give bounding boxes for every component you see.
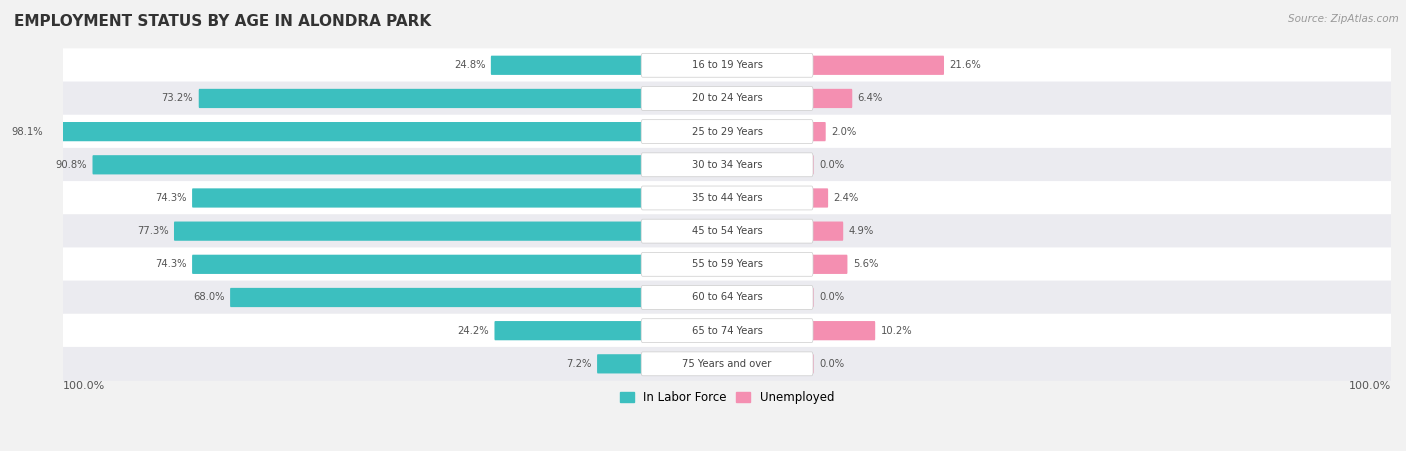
FancyBboxPatch shape <box>491 55 641 75</box>
Text: 65 to 74 Years: 65 to 74 Years <box>692 326 762 336</box>
Text: 16 to 19 Years: 16 to 19 Years <box>692 60 762 70</box>
FancyBboxPatch shape <box>641 53 813 77</box>
Text: 35 to 44 Years: 35 to 44 Years <box>692 193 762 203</box>
FancyBboxPatch shape <box>62 281 1393 314</box>
FancyBboxPatch shape <box>641 219 813 243</box>
Text: 0.0%: 0.0% <box>820 293 844 303</box>
Text: 68.0%: 68.0% <box>193 293 225 303</box>
FancyBboxPatch shape <box>231 288 641 307</box>
Text: 4.9%: 4.9% <box>849 226 875 236</box>
FancyBboxPatch shape <box>193 255 641 274</box>
FancyBboxPatch shape <box>641 253 813 276</box>
FancyBboxPatch shape <box>174 221 641 241</box>
Text: 77.3%: 77.3% <box>136 226 169 236</box>
Legend: In Labor Force, Unemployed: In Labor Force, Unemployed <box>614 387 839 409</box>
Text: 24.8%: 24.8% <box>454 60 485 70</box>
Text: 75 Years and over: 75 Years and over <box>682 359 772 369</box>
FancyBboxPatch shape <box>813 321 875 341</box>
Text: 90.8%: 90.8% <box>56 160 87 170</box>
Text: 100.0%: 100.0% <box>63 382 105 391</box>
Text: 60 to 64 Years: 60 to 64 Years <box>692 293 762 303</box>
FancyBboxPatch shape <box>641 153 813 177</box>
Text: 21.6%: 21.6% <box>949 60 981 70</box>
FancyBboxPatch shape <box>48 122 641 141</box>
Text: 24.2%: 24.2% <box>457 326 489 336</box>
Text: 73.2%: 73.2% <box>162 93 193 103</box>
Text: 0.0%: 0.0% <box>820 359 844 369</box>
FancyBboxPatch shape <box>813 189 828 207</box>
FancyBboxPatch shape <box>62 181 1393 215</box>
FancyBboxPatch shape <box>62 115 1393 148</box>
Text: 55 to 59 Years: 55 to 59 Years <box>692 259 762 269</box>
FancyBboxPatch shape <box>641 186 813 210</box>
Text: 30 to 34 Years: 30 to 34 Years <box>692 160 762 170</box>
FancyBboxPatch shape <box>813 89 852 108</box>
Text: Source: ZipAtlas.com: Source: ZipAtlas.com <box>1288 14 1399 23</box>
Text: 2.0%: 2.0% <box>831 127 856 137</box>
Text: 7.2%: 7.2% <box>567 359 592 369</box>
FancyBboxPatch shape <box>641 285 813 309</box>
FancyBboxPatch shape <box>598 354 641 373</box>
FancyBboxPatch shape <box>813 255 848 274</box>
FancyBboxPatch shape <box>641 87 813 110</box>
FancyBboxPatch shape <box>193 189 641 207</box>
Text: 5.6%: 5.6% <box>853 259 879 269</box>
Text: 20 to 24 Years: 20 to 24 Years <box>692 93 762 103</box>
FancyBboxPatch shape <box>198 89 641 108</box>
FancyBboxPatch shape <box>62 347 1393 381</box>
FancyBboxPatch shape <box>813 122 825 141</box>
FancyBboxPatch shape <box>62 48 1393 82</box>
Text: 98.1%: 98.1% <box>11 127 44 137</box>
FancyBboxPatch shape <box>813 221 844 241</box>
Text: 0.0%: 0.0% <box>820 160 844 170</box>
FancyBboxPatch shape <box>62 148 1393 182</box>
Text: 25 to 29 Years: 25 to 29 Years <box>692 127 762 137</box>
FancyBboxPatch shape <box>62 314 1393 348</box>
FancyBboxPatch shape <box>93 155 641 175</box>
FancyBboxPatch shape <box>62 214 1393 248</box>
Text: 100.0%: 100.0% <box>1348 382 1391 391</box>
Text: 45 to 54 Years: 45 to 54 Years <box>692 226 762 236</box>
Text: EMPLOYMENT STATUS BY AGE IN ALONDRA PARK: EMPLOYMENT STATUS BY AGE IN ALONDRA PARK <box>14 14 432 28</box>
Text: 74.3%: 74.3% <box>155 193 187 203</box>
FancyBboxPatch shape <box>641 352 813 376</box>
Text: 6.4%: 6.4% <box>858 93 883 103</box>
FancyBboxPatch shape <box>62 82 1393 115</box>
FancyBboxPatch shape <box>813 55 943 75</box>
FancyBboxPatch shape <box>62 248 1393 281</box>
FancyBboxPatch shape <box>641 319 813 343</box>
Text: 2.4%: 2.4% <box>834 193 859 203</box>
FancyBboxPatch shape <box>641 120 813 143</box>
Text: 10.2%: 10.2% <box>880 326 912 336</box>
FancyBboxPatch shape <box>495 321 641 341</box>
Text: 74.3%: 74.3% <box>155 259 187 269</box>
